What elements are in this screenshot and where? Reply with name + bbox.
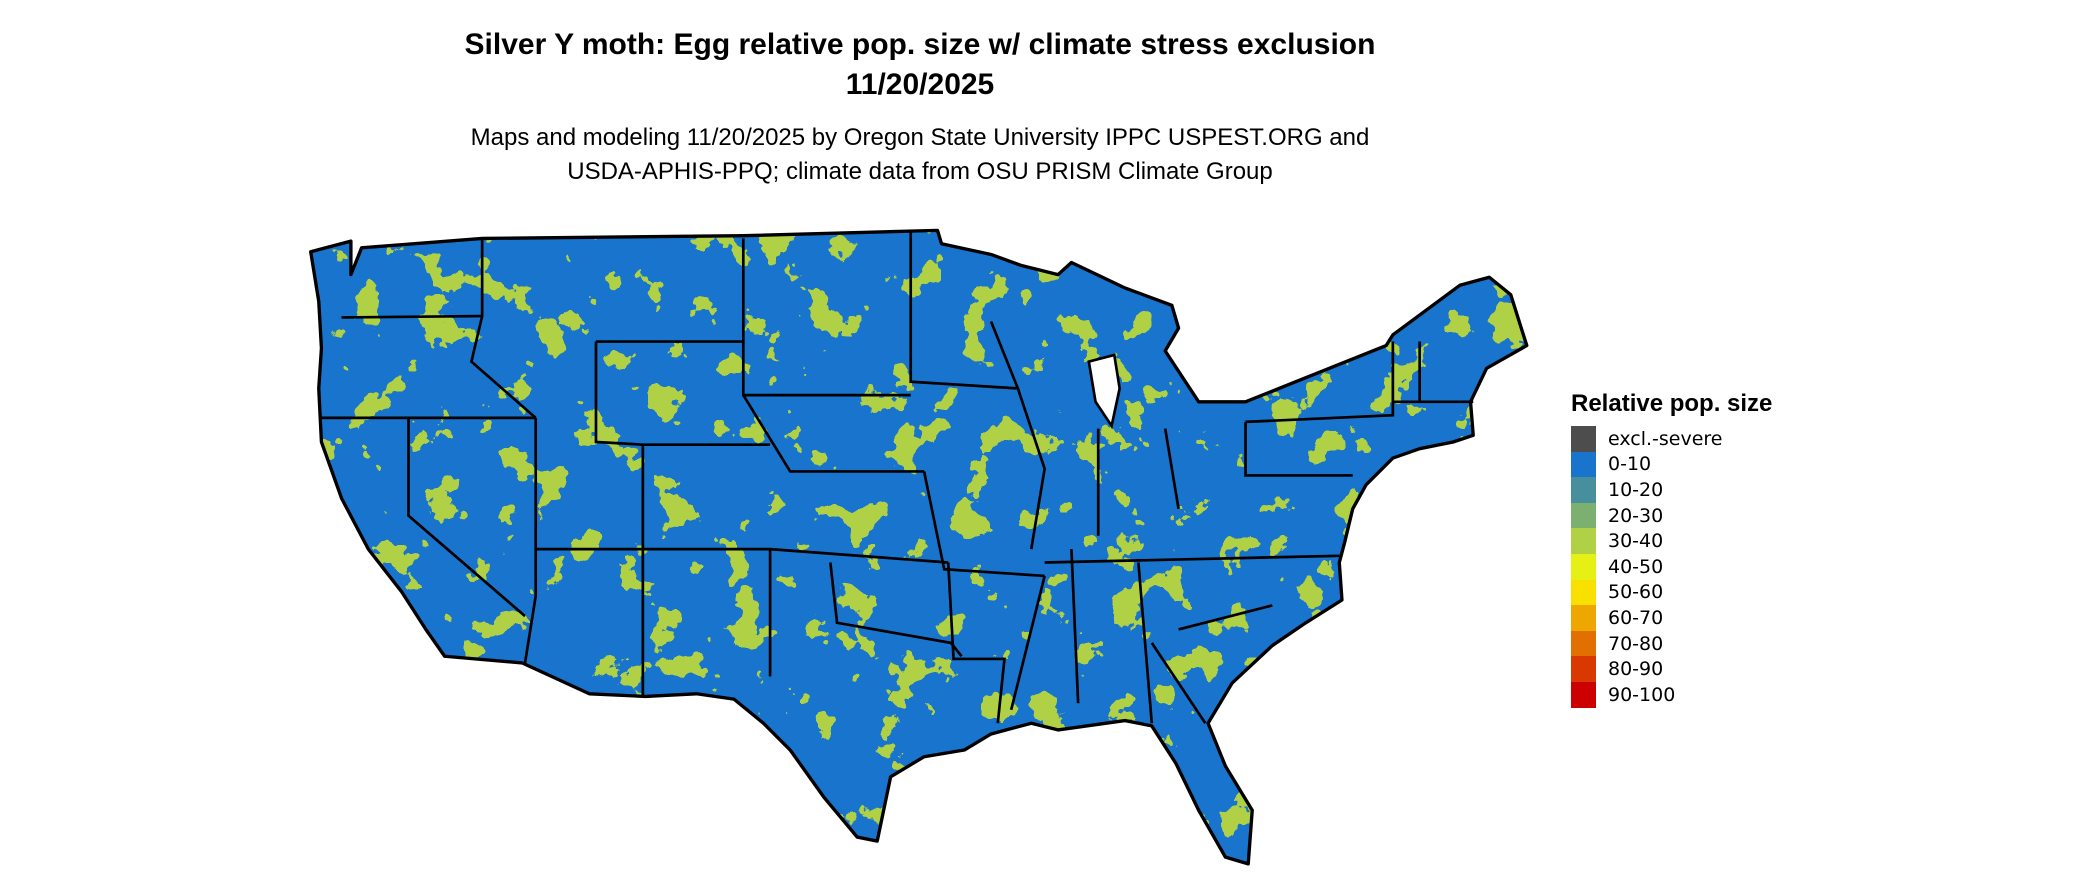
state-border (469, 238, 537, 419)
us-outline (309, 228, 1529, 866)
legend-item: 60-70 (1571, 605, 1772, 631)
state-border (946, 562, 1006, 724)
legend-swatch (1571, 553, 1596, 580)
legend-swatch (1571, 681, 1596, 708)
legend: Relative pop. size excl.-severe 0-10 10-20… (1571, 390, 1772, 708)
map-title: Silver Y moth: Egg relative pop. size w/… (464, 28, 1376, 61)
legend-item: 90-100 (1571, 681, 1772, 708)
legend-swatch (1571, 630, 1596, 657)
state-border (1016, 387, 1047, 550)
legend-label: 60-70 (1608, 606, 1664, 629)
state-border (1070, 549, 1080, 704)
state-border (1244, 421, 1353, 477)
legend-label: 0-10 (1608, 453, 1652, 476)
legend-item: 70-80 (1571, 630, 1772, 657)
legend-swatch (1571, 579, 1596, 606)
legend-item: 40-50 (1571, 553, 1772, 580)
state-border (742, 394, 925, 473)
legend-swatch (1571, 605, 1596, 631)
state-border (1009, 575, 1046, 711)
state-border (909, 230, 1020, 390)
legend-label: 40-50 (1608, 555, 1664, 578)
legend-label: 20-30 (1608, 504, 1664, 527)
subtitle-line-2: USDA-APHIS-PPQ; climate data from OSU PR… (567, 158, 1273, 185)
legend-item: 20-30 (1571, 502, 1772, 529)
legend-label: 10-20 (1608, 478, 1664, 501)
state-border (1137, 562, 1154, 724)
state-border (1163, 428, 1180, 510)
legend-item: 50-60 (1571, 579, 1772, 606)
state-border (1044, 554, 1340, 564)
legend-swatch (1571, 426, 1596, 452)
legend-label: 50-60 (1608, 581, 1664, 604)
legend-item: 30-40 (1571, 528, 1772, 554)
legend-swatch (1571, 451, 1596, 478)
legend-swatch (1571, 477, 1596, 503)
legend-label: 30-40 (1608, 530, 1664, 553)
legend-item: excl.-severe (1571, 426, 1772, 452)
legend-title: Relative pop. size (1571, 390, 1773, 417)
state-borders (321, 230, 1474, 724)
state-border (341, 314, 483, 319)
subtitle-line-1: Maps and modeling 11/20/2025 by Oregon S… (470, 124, 1370, 151)
state-border (829, 562, 963, 658)
state-border (594, 341, 771, 446)
legend-swatch (1571, 502, 1596, 529)
legend-label: 80-90 (1608, 658, 1664, 681)
legend-item: 10-20 (1571, 477, 1772, 503)
legend-label: 70-80 (1608, 632, 1664, 655)
legend-label: 90-100 (1608, 683, 1676, 706)
legend-item: 80-90 (1571, 656, 1772, 682)
legend-swatch (1571, 528, 1596, 554)
state-border (1245, 341, 1395, 424)
legend-swatch (1571, 656, 1596, 682)
lake-michigan (1087, 353, 1122, 430)
state-border (535, 547, 645, 697)
legend-label: excl.-severe (1608, 427, 1723, 450)
map-date: 11/20/2025 (845, 68, 995, 101)
state-border (1150, 642, 1207, 724)
state-border (922, 471, 1045, 578)
legend-item: 0-10 (1571, 451, 1772, 478)
state-border (1178, 604, 1273, 631)
state-border (523, 417, 538, 664)
state-border (769, 547, 949, 564)
state-border (407, 417, 526, 618)
